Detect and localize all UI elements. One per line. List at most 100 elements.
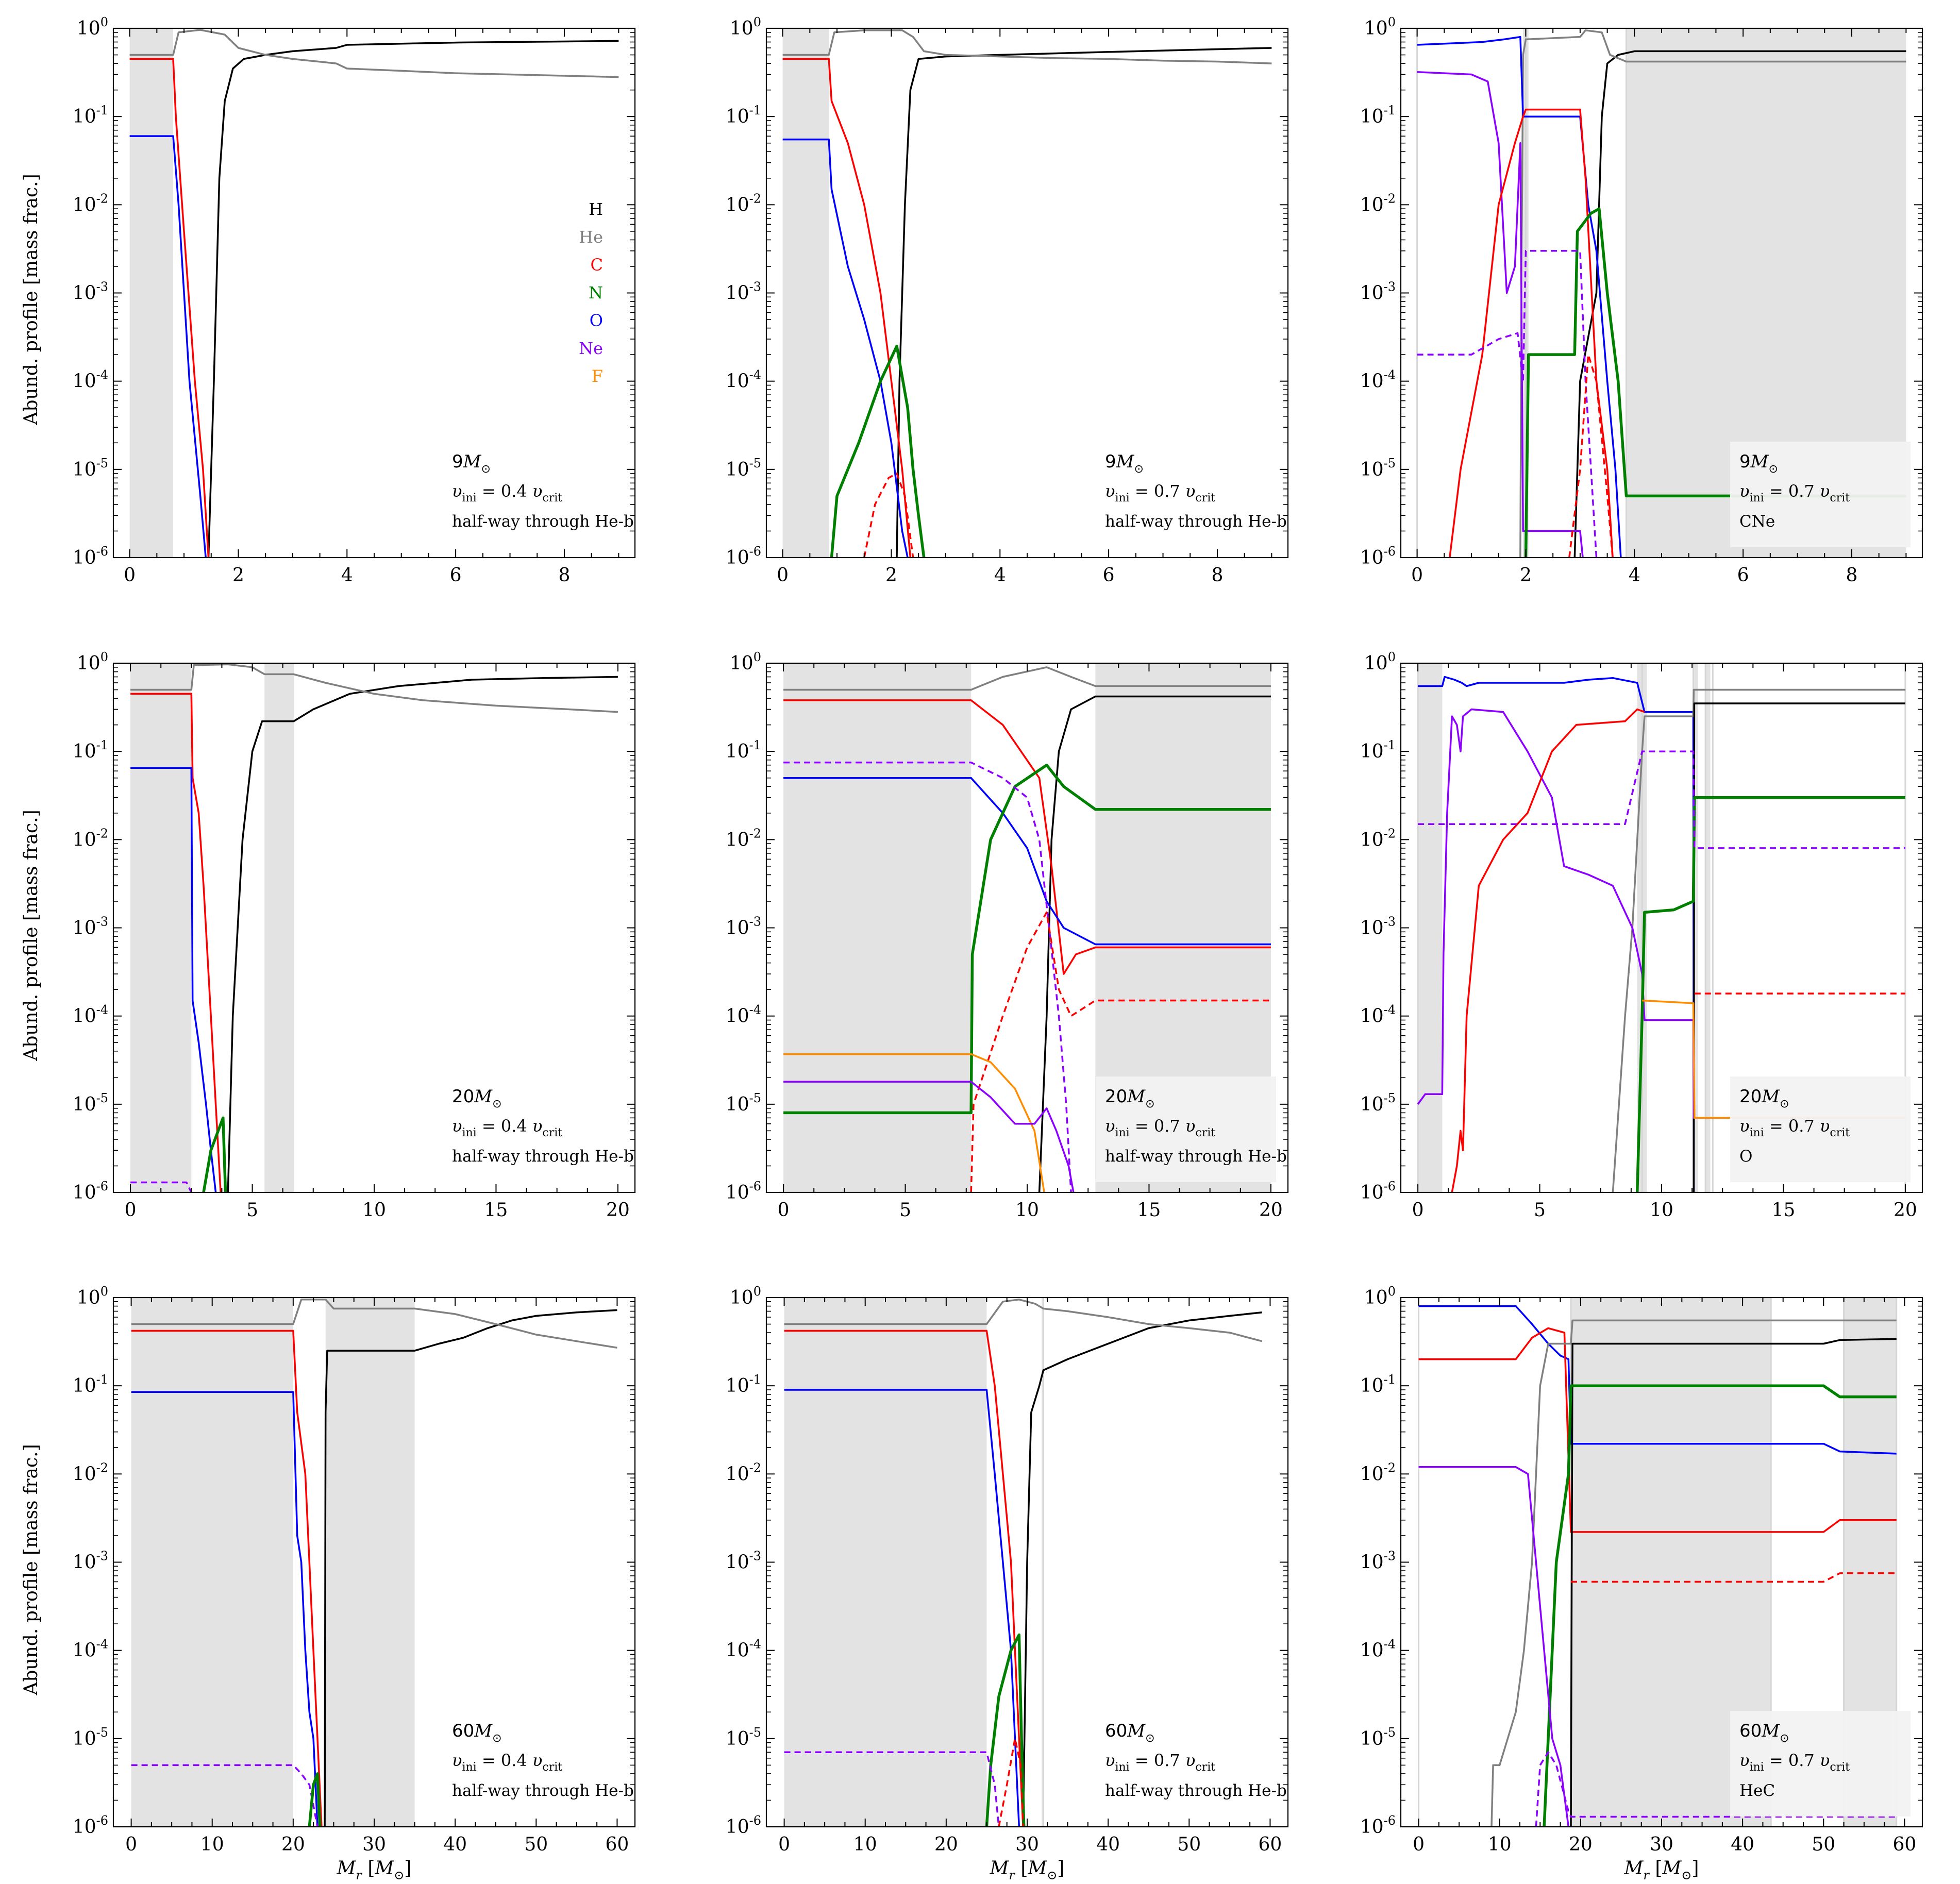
shaded-region: [783, 663, 971, 1192]
y-tick-label: 10-2: [1360, 1460, 1396, 1485]
y-tick-label: 10-3: [1360, 1549, 1396, 1573]
panel-annotation: 9M⊙ υini = 0.7 υcrit CNe: [1739, 451, 1850, 531]
annotation-box: [1730, 442, 1911, 547]
evolutionary-stage-label: HeC: [1739, 1781, 1775, 1800]
y-tick-label: 10-6: [726, 1813, 761, 1838]
shaded-region: [130, 663, 192, 1192]
evolutionary-stage-label: half-way through He-b: [1105, 1147, 1287, 1166]
y-tick-label: 10-6: [73, 544, 108, 568]
legend-entry-n: N: [589, 283, 603, 302]
x-tick-label: 0: [1413, 1834, 1425, 1855]
y-tick-label: 10-1: [73, 738, 108, 762]
y-tick-label: 100: [730, 15, 761, 39]
shaded-region: [1042, 1298, 1044, 1827]
y-tick-label: 10-1: [73, 103, 108, 127]
y-tick-label: 10-6: [726, 1179, 761, 1203]
x-tick-label: 8: [559, 565, 571, 586]
x-tick-label: 5: [899, 1200, 911, 1221]
panel-7: 0 10 20 30 40 50 60 10-6 10-5 10-4 10-3 10-2 10-1 100…: [73, 1284, 636, 1882]
y-tick-label: 10-6: [1360, 544, 1396, 568]
evolutionary-stage-label: half-way through He-b: [452, 1147, 634, 1166]
series-h: [1038, 695, 1271, 1192]
y-tick-label: 10-4: [73, 368, 108, 392]
x-tick-label: 10: [1488, 1834, 1512, 1855]
x-tick-label: 8: [1846, 565, 1858, 586]
legend-entry-he: He: [579, 227, 603, 247]
y-tick-label: 100: [1364, 15, 1396, 39]
panel-annotation: 20M⊙ υini = 0.7 υcrit half-way through He-…: [1105, 1086, 1287, 1166]
panel-annotation: 9M⊙ υini = 0.7 υcrit half-way through He-b: [1105, 451, 1287, 531]
series-n: [202, 1116, 227, 1192]
series-o: [131, 1391, 319, 1827]
y-tick-label: 10-5: [726, 456, 761, 480]
x-tick-label: 15: [1137, 1200, 1161, 1221]
x-tick-label: 0: [778, 1200, 790, 1221]
series-he: [129, 29, 619, 78]
y-tick-label: 10-2: [1360, 191, 1396, 215]
series-n: [1635, 796, 1905, 1192]
panel-annotation: 9M⊙ υini = 0.4 υcrit half-way through He-b: [452, 451, 634, 531]
evolutionary-stage-label: half-way through He-b: [452, 1781, 634, 1800]
legend-entry-h: H: [589, 199, 603, 219]
annotation-box: [1730, 1711, 1911, 1816]
y-tick-label: 10-4: [726, 368, 761, 392]
y-tick-label: 10-3: [726, 915, 761, 939]
series-h: [227, 676, 618, 1192]
x-tick-label: 4: [341, 565, 353, 586]
y-tick-label: 10-5: [1360, 1725, 1396, 1750]
y-tick-label: 10-2: [73, 1460, 108, 1485]
x-tick-label: 6: [1103, 565, 1115, 586]
y-tick-label: 10-4: [1360, 368, 1396, 392]
y-tick-label: 100: [77, 15, 108, 39]
initial-mass-label: 9M⊙: [1105, 451, 1144, 476]
x-tick-label: 0: [124, 565, 136, 586]
x-tick-label: 50: [1812, 1834, 1835, 1855]
series-c: [129, 58, 210, 558]
y-tick-label: 10-5: [1360, 1091, 1396, 1115]
x-tick-label: 40: [443, 1834, 467, 1855]
y-tick-label: 10-5: [726, 1091, 761, 1115]
series-ne: [783, 1081, 1075, 1192]
y-tick-label: 10-5: [73, 456, 108, 480]
series-n: [1524, 207, 1906, 558]
y-tick-label: 10-4: [1360, 1637, 1396, 1661]
initial-mass-label: 9M⊙: [452, 451, 491, 476]
y-axis-label-row2: Abund. profile [mass frac.]: [21, 810, 42, 1061]
x-tick-label: 6: [1737, 565, 1749, 586]
evolutionary-stage-label: half-way through He-b: [1105, 1781, 1287, 1800]
series-c-dashed: [863, 472, 914, 558]
series-c: [1451, 708, 1645, 1192]
series-h: [1022, 1311, 1262, 1827]
y-tick-label: 10-3: [73, 915, 108, 939]
x-tick-label: 15: [484, 1200, 508, 1221]
initial-mass-label: 60M⊙: [452, 1721, 502, 1745]
series-h: [207, 40, 619, 558]
legend-entry-ne: Ne: [579, 339, 603, 358]
x-tick-label: 50: [1177, 1834, 1201, 1855]
y-tick-label: 10-2: [73, 191, 108, 215]
series-ne-dashed: [784, 1751, 1000, 1827]
series-ne-dashed: [1417, 250, 1598, 558]
panel-annotation: 60M⊙ υini = 0.7 υcrit HeC: [1739, 1721, 1850, 1800]
annotation-box: [1096, 1076, 1276, 1182]
x-tick-label: 20: [934, 1834, 958, 1855]
evolutionary-stage-label: O: [1739, 1147, 1752, 1166]
x-tick-label: 0: [777, 565, 789, 586]
initial-mass-label: 20M⊙: [1739, 1086, 1789, 1111]
x-tick-label: 10: [362, 1200, 386, 1221]
y-tick-label: 10-2: [726, 826, 761, 850]
initial-mass-label: 20M⊙: [1105, 1086, 1155, 1111]
y-tick-label: 10-2: [1360, 826, 1396, 850]
x-tick-label: 30: [1650, 1834, 1673, 1855]
y-axis-label-row1: Abund. profile [mass frac.]: [21, 174, 42, 425]
series-ne-dashed: [130, 1181, 192, 1192]
y-tick-label: 10-2: [73, 826, 108, 850]
series-c: [130, 693, 222, 1192]
x-tick-label: 40: [1731, 1834, 1754, 1855]
legend: H He CNO Ne F: [579, 199, 603, 386]
y-tick-label: 10-1: [726, 1372, 761, 1397]
initial-mass-label: 20M⊙: [452, 1086, 502, 1111]
y-tick-label: 10-4: [726, 1637, 761, 1661]
rotation-label: υini = 0.7 υcrit: [1105, 1116, 1215, 1139]
shaded-region: [1705, 663, 1711, 1192]
